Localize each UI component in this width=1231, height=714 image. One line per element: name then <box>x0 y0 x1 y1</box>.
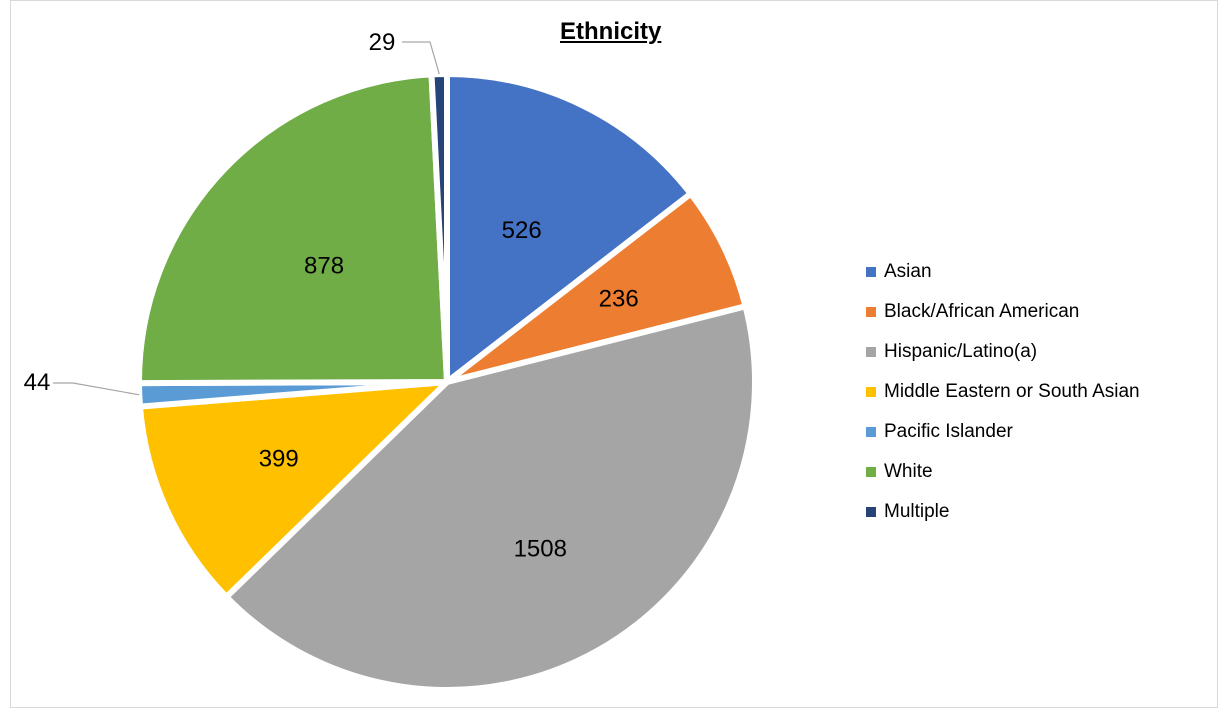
data-label-asian: 526 <box>502 217 542 244</box>
pie-slice-middle-eastern-or-south-asian <box>136 379 450 600</box>
chart-title: Ethnicity <box>560 18 662 45</box>
leader-line-multiple <box>402 41 440 75</box>
legend-label: Hispanic/Latino(a) <box>884 341 1038 362</box>
legend-label: Black/African American <box>884 301 1080 322</box>
pie-slice-white <box>136 71 450 387</box>
legend-swatch <box>866 347 876 357</box>
legend-swatch <box>866 307 876 317</box>
data-label-hispanic-latino-a: 1508 <box>514 536 567 563</box>
legend-item-black-african-american: Black/African American <box>866 292 1140 332</box>
legend-item-middle-eastern-or-south-asian: Middle Eastern or South Asian <box>866 372 1140 412</box>
legend-item-multiple: Multiple <box>866 492 1140 532</box>
data-label-pacific-islander: 44 <box>24 369 51 396</box>
data-label-middle-eastern-or-south-asian: 399 <box>259 445 299 472</box>
legend-swatch <box>866 387 876 397</box>
data-label-black-african-american: 236 <box>599 285 639 312</box>
legend-item-hispanic-latino-a: Hispanic/Latino(a) <box>866 332 1140 372</box>
pie-slice-hispanic-latino-a <box>223 303 758 693</box>
data-label-multiple: 29 <box>369 29 396 56</box>
legend-label: White <box>884 461 933 482</box>
data-label-white: 878 <box>304 252 344 279</box>
legend-swatch <box>866 467 876 477</box>
pie-slice-asian <box>444 71 694 385</box>
legend-label: Asian <box>884 261 932 282</box>
legend-label: Middle Eastern or South Asian <box>884 381 1140 402</box>
legend-item-asian: Asian <box>866 252 1140 292</box>
legend-label: Pacific Islander <box>884 421 1013 442</box>
legend-item-pacific-islander: Pacific Islander <box>866 412 1140 452</box>
legend-item-white: White <box>866 452 1140 492</box>
legend-label: Multiple <box>884 501 950 522</box>
legend-swatch <box>866 267 876 277</box>
legend-swatch <box>866 507 876 517</box>
legend: Asian Black/African American Hispanic/Lati… <box>866 252 1140 532</box>
leader-line-pacific-islander <box>53 382 140 396</box>
legend-swatch <box>866 427 876 437</box>
